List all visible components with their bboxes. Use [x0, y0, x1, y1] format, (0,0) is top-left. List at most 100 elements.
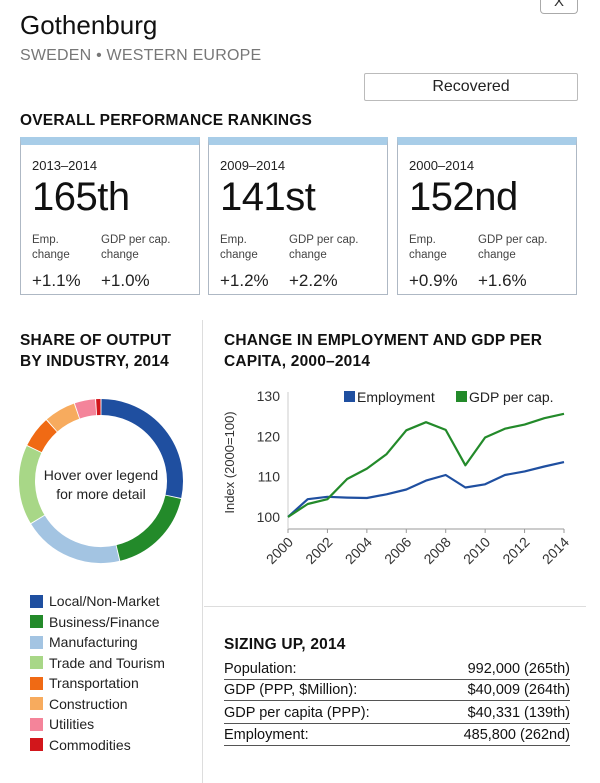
change-heading: CHANGE IN EMPLOYMENT AND GDP PER CAPITA,… — [224, 330, 542, 372]
legend-item-construction[interactable]: Construction — [30, 694, 165, 715]
y-tick-label: 120 — [257, 428, 281, 444]
legend-swatch — [30, 635, 43, 649]
emp-change-label: Emp. change — [220, 234, 258, 261]
legend-swatch — [30, 615, 43, 629]
x-tick-label: 2006 — [381, 534, 414, 567]
emp-change-label: Emp. change — [409, 234, 447, 261]
change-heading-line1: CHANGE IN EMPLOYMENT AND GDP PER — [224, 332, 543, 349]
ranking-period: 2000–2014 — [409, 158, 475, 173]
gdp-change-value: +1.0% — [101, 271, 150, 290]
legend-label: Local/Non-Market — [49, 593, 160, 610]
y-tick-label: 100 — [257, 509, 281, 525]
legend-item-utilities[interactable]: Utilities — [30, 714, 165, 735]
legend-label: Construction — [49, 695, 128, 712]
donut-slice-local-non-market[interactable] — [101, 399, 183, 499]
industry-donut-chart[interactable] — [16, 396, 186, 566]
legend-item-trade-and-tourism[interactable]: Trade and Tourism — [30, 653, 165, 674]
legend-item-local-non-market[interactable]: Local/Non-Market — [30, 591, 165, 612]
emp-change-value: +1.1% — [32, 271, 81, 290]
y-axis-title: Index (2000=100) — [222, 411, 237, 513]
x-tick-label: 2014 — [539, 534, 572, 567]
legend-item-commodities[interactable]: Commodities — [30, 735, 165, 756]
legend-label: Manufacturing — [49, 634, 138, 651]
ranking-value: 165th — [32, 175, 130, 219]
ranking-period: 2009–2014 — [220, 158, 286, 173]
legend-label-gdp-per-cap: GDP per cap. — [469, 389, 554, 405]
sizing-label: GDP (PPP, $Million): — [224, 682, 358, 698]
x-tick-label: 2010 — [460, 534, 493, 567]
ranking-card-2009-2014: 2009–2014 141st Emp. change GDP per cap.… — [208, 137, 388, 295]
section-divider — [204, 606, 586, 607]
share-heading: SHARE OF OUTPUT BY INDUSTRY, 2014 — [20, 330, 171, 372]
sizing-value: $40,009 (264th) — [467, 682, 570, 698]
donut-center-hint: Hover over legend for more detail — [30, 466, 172, 504]
donut-slice-transportation[interactable] — [27, 420, 58, 453]
series-line-gdp-per-cap — [287, 412, 565, 518]
sizing-label: Employment: — [224, 727, 309, 743]
legend-swatch — [30, 594, 43, 608]
close-button[interactable]: X — [540, 0, 578, 14]
rankings-heading: OVERALL PERFORMANCE RANKINGS — [20, 112, 313, 129]
share-heading-line2: BY INDUSTRY, 2014 — [20, 353, 169, 370]
share-heading-line1: SHARE OF OUTPUT — [20, 332, 172, 349]
column-divider — [202, 320, 203, 783]
legend-swatch-gdp-per-cap — [456, 391, 467, 402]
x-tick-label: 2012 — [499, 534, 532, 567]
emp-change-value: +0.9% — [409, 271, 458, 290]
legend-swatch — [30, 697, 43, 711]
donut-hint-line1: Hover over legend — [43, 467, 159, 483]
donut-slice-utilities[interactable] — [74, 399, 97, 419]
x-tick-label: 2002 — [302, 534, 335, 567]
sizing-value: 992,000 (265th) — [467, 661, 570, 677]
legend-label: Transportation — [49, 675, 139, 692]
emp-change-value: +1.2% — [220, 271, 269, 290]
series-line-employment — [287, 461, 565, 518]
legend-item-business-finance[interactable]: Business/Finance — [30, 612, 165, 633]
y-tick-label: 110 — [258, 469, 281, 485]
legend-swatch — [30, 676, 43, 690]
legend-item-manufacturing[interactable]: Manufacturing — [30, 632, 165, 653]
change-heading-line2: CAPITA, 2000–2014 — [224, 353, 371, 370]
page-subtitle: SWEDEN • WESTERN EUROPE — [20, 47, 262, 64]
legend-label: Utilities — [49, 716, 95, 733]
donut-slice-business-finance[interactable] — [116, 495, 182, 561]
x-tick-label: 2004 — [342, 534, 375, 567]
sizing-row-gdp-per-capita: GDP per capita (PPP): $40,331 (139th) — [224, 704, 570, 724]
legend-swatch-employment — [344, 391, 355, 402]
emp-change-label: Emp. change — [32, 234, 70, 261]
gdp-change-value: +1.6% — [478, 271, 527, 290]
donut-hint-line2: for more detail — [56, 486, 146, 502]
donut-slice-manufacturing[interactable] — [31, 515, 120, 563]
ranking-card-2013-2014: 2013–2014 165th Emp. change GDP per cap.… — [20, 137, 200, 295]
sizing-label: GDP per capita (PPP): — [224, 705, 370, 721]
legend-swatch — [30, 738, 43, 752]
x-tick-label: 2000 — [263, 534, 296, 567]
industry-legend: Local/Non-Market Business/Finance Manufact… — [30, 591, 165, 755]
legend-swatch — [30, 717, 43, 731]
legend-label-employment: Employment — [357, 389, 435, 405]
status-badge: Recovered — [364, 73, 578, 101]
sizing-row-employment: Employment: 485,800 (262nd) — [224, 726, 570, 746]
gdp-change-value: +2.2% — [289, 271, 338, 290]
gdp-change-label: GDP per cap. change — [101, 234, 171, 261]
legend-label: Trade and Tourism — [49, 654, 165, 671]
sizing-row-gdp: GDP (PPP, $Million): $40,009 (264th) — [224, 681, 570, 701]
gdp-change-label: GDP per cap. change — [289, 234, 359, 261]
legend-item-transportation[interactable]: Transportation — [30, 673, 165, 694]
sizing-label: Population: — [224, 661, 297, 677]
ranking-value: 141st — [220, 175, 316, 219]
sizing-value: 485,800 (262nd) — [463, 727, 570, 743]
gdp-change-label: GDP per cap. change — [478, 234, 548, 261]
employment-gdp-line-chart: 100 110 120 130 2000 2002 2004 2006 2008 2010 2012… — [222, 388, 572, 567]
ranking-card-2000-2014: 2000–2014 152nd Emp. change GDP per cap.… — [397, 137, 577, 295]
legend-label: Commodities — [49, 736, 131, 753]
donut-slice-trade-and-tourism[interactable] — [19, 446, 45, 524]
ranking-period: 2013–2014 — [32, 158, 98, 173]
sizing-heading: SIZING UP, 2014 — [224, 636, 346, 653]
page-title: Gothenburg — [20, 10, 158, 40]
sizing-value: $40,331 (139th) — [467, 705, 570, 721]
donut-slice-construction[interactable] — [46, 403, 80, 432]
legend-swatch — [30, 656, 43, 670]
legend-label: Business/Finance — [49, 613, 160, 630]
y-tick-label: 130 — [257, 388, 281, 404]
